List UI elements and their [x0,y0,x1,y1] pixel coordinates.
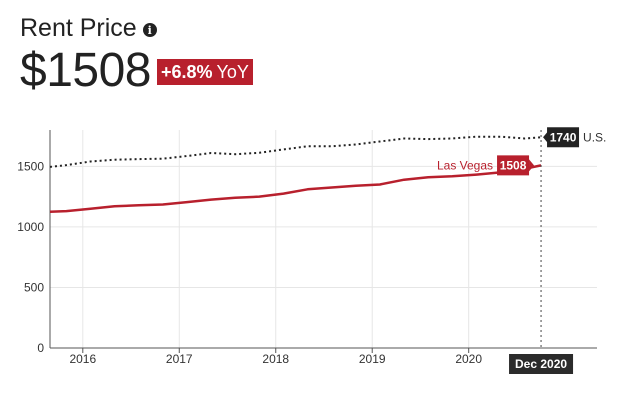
us-series-name: U.S. [583,130,606,144]
yoy-change-value: +6.8% [160,62,213,82]
y-tick-label: 500 [24,280,44,294]
yoy-change-badge: +6.8% YoY [156,59,253,85]
price-row: $1508 +6.8% YoY [20,45,253,97]
x-tick-label: 2018 [262,352,289,366]
las-vegas-series-line [49,164,542,214]
x-tick-label: 2017 [166,352,193,366]
x-tick-label: 2020 [455,352,482,366]
las-vegas-end-badge [497,155,530,176]
page-title: Rent Price [20,14,137,42]
las-vegas-series-name: Las Vegas [437,158,493,172]
y-tick-label: 1000 [17,220,44,234]
las-vegas-end-value: 1508 [500,158,527,172]
us-end-value: 1740 [550,130,577,144]
current-price: $1508 [20,44,151,97]
title-row: Rent Price i [20,14,253,43]
las-vegas-badge-pointer [529,159,535,172]
grid-layer [50,130,597,348]
cursor-date-badge [509,354,574,374]
yoy-change-suffix: YoY [216,62,249,82]
label-layer: 1740 U.S. 1508 Las Vegas Dec 2020 [437,127,606,374]
info-icon[interactable]: i [142,23,157,37]
us-badge-pointer [543,131,549,144]
y-tick-label: 0 [37,341,44,355]
series-layer [49,135,542,214]
rent-price-header: Rent Price i $1508 +6.8% YoY [20,14,253,97]
x-tick-label: 2016 [69,352,96,366]
y-tick-label: 1500 [17,159,44,173]
x-tick-label: 2019 [359,352,386,366]
cursor-date-label: Dec 2020 [515,357,567,371]
us-end-badge [547,127,580,148]
us-series-line [49,135,542,168]
